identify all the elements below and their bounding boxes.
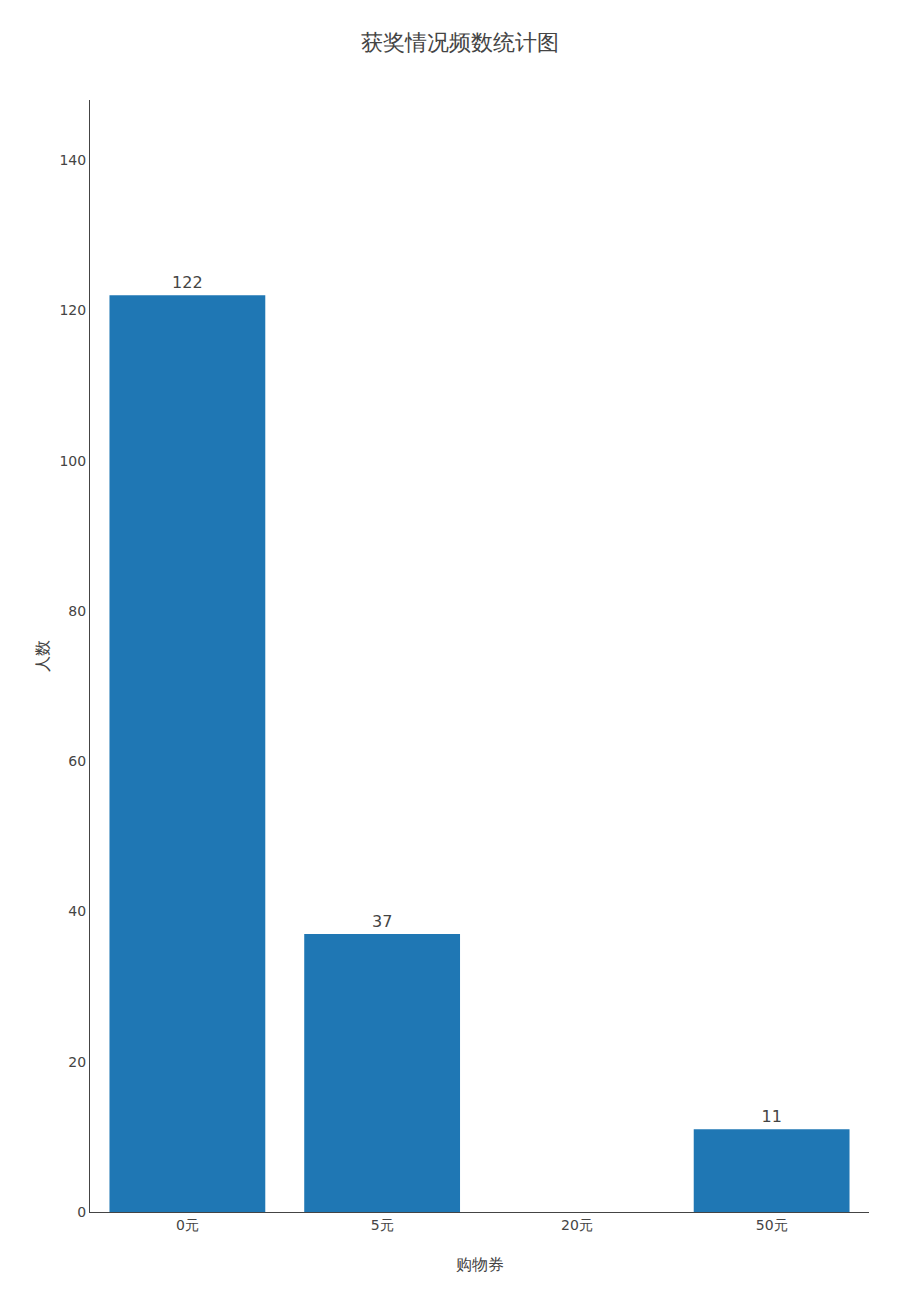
svg-text:40: 40 [68, 903, 86, 919]
svg-text:122: 122 [172, 273, 203, 292]
svg-text:人数: 人数 [33, 640, 52, 672]
svg-text:60: 60 [68, 753, 86, 769]
svg-text:50元: 50元 [756, 1217, 788, 1233]
svg-text:80: 80 [68, 603, 86, 619]
svg-text:5元: 5元 [371, 1217, 394, 1233]
svg-text:120: 120 [59, 302, 86, 318]
svg-text:获奖情况频数统计图: 获奖情况频数统计图 [361, 30, 559, 55]
svg-text:购物券: 购物券 [456, 1255, 504, 1274]
svg-text:100: 100 [59, 453, 86, 469]
svg-text:11: 11 [761, 1107, 781, 1126]
svg-text:20: 20 [68, 1054, 86, 1070]
svg-text:0: 0 [77, 1204, 86, 1220]
svg-text:37: 37 [372, 912, 392, 931]
svg-text:140: 140 [59, 152, 86, 168]
svg-text:20元: 20元 [561, 1217, 593, 1233]
svg-text:0元: 0元 [176, 1217, 199, 1233]
